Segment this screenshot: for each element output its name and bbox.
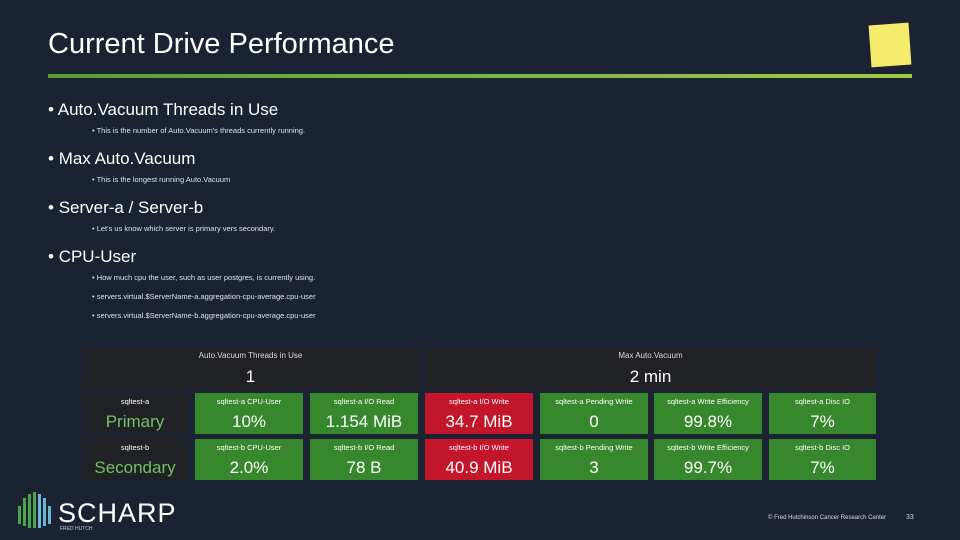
metric-title: sqltest-b I/O Read bbox=[333, 443, 395, 452]
stat-panel: Auto.Vacuum Threads in Use 1 bbox=[82, 347, 419, 389]
metric-cell: sqltest-a I/O Read 1.154 MiB bbox=[310, 393, 418, 434]
sub-bullet: • This is the longest running Auto.Vacuu… bbox=[92, 175, 231, 184]
metric-value: 7% bbox=[810, 412, 835, 431]
bullet: • CPU-User bbox=[48, 247, 137, 266]
sub-bullet: • servers.virtual.$ServerName-b.aggregat… bbox=[92, 311, 316, 320]
metric-cell: sqltest-b CPU-User 2.0% bbox=[195, 439, 303, 480]
metric-cell: sqltest-b Disc IO 7% bbox=[769, 439, 876, 480]
metric-title: sqltest-b Disc IO bbox=[794, 443, 850, 452]
sticky-note bbox=[868, 22, 912, 68]
metric-title: sqltest-a Disc IO bbox=[794, 397, 850, 406]
server-name: sqltest-b bbox=[120, 443, 150, 452]
metric-value: 78 B bbox=[346, 458, 382, 477]
metric-title: sqltest-a Write Efficiency bbox=[667, 397, 749, 406]
metric-cell: sqltest-b Write Efficiency 99.7% bbox=[654, 439, 762, 480]
metric-value: 99.8% bbox=[683, 412, 733, 431]
metric-title: sqltest-b CPU-User bbox=[216, 443, 282, 452]
metric-title: sqltest-b Pending Write bbox=[555, 443, 633, 452]
title-rule bbox=[48, 74, 912, 78]
sub-bullet: • Let's us know which server is primary … bbox=[92, 224, 276, 233]
metric-cell: sqltest-b I/O Read 78 B bbox=[310, 439, 418, 480]
logo-mark bbox=[18, 492, 51, 528]
metric-value: 0 bbox=[589, 412, 599, 431]
panel-value: 1 bbox=[245, 367, 256, 386]
metric-value: 2.0% bbox=[229, 458, 269, 477]
server-panel: sqltest-a Primary bbox=[82, 393, 188, 434]
bullet: • Auto.Vacuum Threads in Use bbox=[48, 100, 279, 119]
page-number: 33 bbox=[906, 514, 914, 521]
dashboard: Auto.Vacuum Threads in Use 1 Max Auto.Vacu… bbox=[82, 347, 876, 480]
sub-bullet: • servers.virtual.$ServerName-a.aggregat… bbox=[92, 292, 316, 301]
logo-tagline: FRED HUTCH bbox=[60, 526, 93, 532]
metric-cell: sqltest-a Pending Write 0 bbox=[540, 393, 648, 434]
metric-value: 1.154 MiB bbox=[325, 412, 403, 431]
server-name: sqltest-a bbox=[120, 397, 150, 406]
metric-value: 7% bbox=[810, 458, 835, 477]
panel-value: 2 min bbox=[629, 367, 672, 386]
sub-bullet: • This is the number of Auto.Vacuum's th… bbox=[92, 126, 306, 135]
metric-title: sqltest-a CPU-User bbox=[216, 397, 282, 406]
metric-title: sqltest-b Write Efficiency bbox=[667, 443, 749, 452]
metric-cell: sqltest-b I/O Write 40.9 MiB bbox=[425, 439, 533, 480]
metric-value: 10% bbox=[231, 412, 267, 431]
server-role: Primary bbox=[105, 412, 165, 431]
server-panel: sqltest-b Secondary bbox=[82, 439, 188, 480]
panel-title: Auto.Vacuum Threads in Use bbox=[198, 351, 303, 360]
metric-value: 3 bbox=[589, 458, 599, 477]
sub-bullet: • How much cpu the user, such as user po… bbox=[92, 273, 316, 282]
metric-title: sqltest-a Pending Write bbox=[555, 397, 633, 406]
metric-value: 34.7 MiB bbox=[445, 412, 513, 431]
bullet: • Server-a / Server-b bbox=[48, 198, 204, 217]
metric-cell: sqltest-a Write Efficiency 99.8% bbox=[654, 393, 762, 434]
metric-title: sqltest-a I/O Read bbox=[333, 397, 395, 406]
copyright: © Fred Hutchinson Cancer Research Center bbox=[768, 515, 887, 521]
metric-cell: sqltest-b Pending Write 3 bbox=[540, 439, 648, 480]
bullet: • Max Auto.Vacuum bbox=[48, 149, 196, 168]
server-role: Secondary bbox=[94, 458, 176, 477]
metric-cell: sqltest-a I/O Write 34.7 MiB bbox=[425, 393, 533, 434]
metric-cell: sqltest-a Disc IO 7% bbox=[769, 393, 876, 434]
slide-title: Current Drive Performance bbox=[48, 28, 395, 60]
metric-value: 99.7% bbox=[683, 458, 733, 477]
stat-panel: Max Auto.Vacuum 2 min bbox=[425, 347, 876, 389]
metric-title: sqltest-b I/O Write bbox=[449, 443, 509, 452]
metric-title: sqltest-a I/O Write bbox=[449, 397, 509, 406]
panel-title: Max Auto.Vacuum bbox=[618, 351, 683, 360]
metric-value: 40.9 MiB bbox=[445, 458, 513, 477]
metric-cell: sqltest-a CPU-User 10% bbox=[195, 393, 303, 434]
logo-name: SCHARP bbox=[58, 498, 177, 528]
